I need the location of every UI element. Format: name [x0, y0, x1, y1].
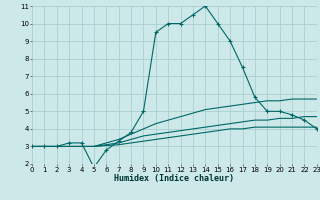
X-axis label: Humidex (Indice chaleur): Humidex (Indice chaleur) [115, 174, 234, 183]
